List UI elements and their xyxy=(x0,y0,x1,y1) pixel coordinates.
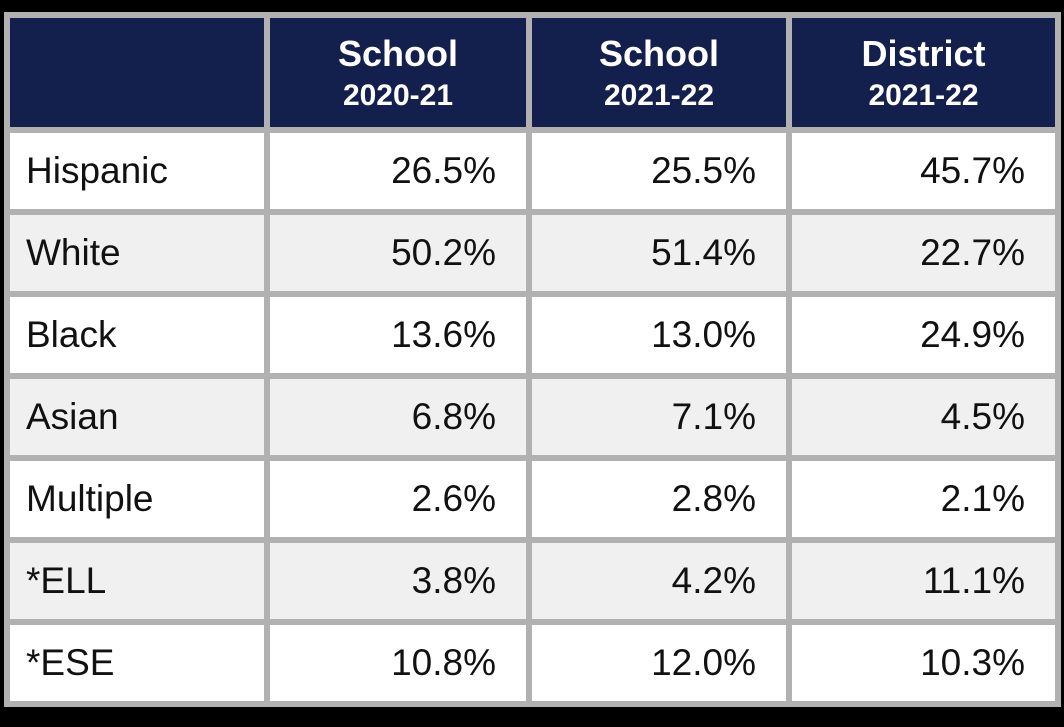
value-cell: 2.1% xyxy=(792,461,1055,537)
value-cell: 13.6% xyxy=(270,297,526,373)
row-label: Asian xyxy=(10,379,264,455)
value-cell: 10.3% xyxy=(792,625,1055,701)
table-row: Hispanic 26.5% 25.5% 45.7% xyxy=(10,133,1055,209)
table-row: Black 13.6% 13.0% 24.9% xyxy=(10,297,1055,373)
column-title: School xyxy=(337,32,458,74)
table-row: Asian 6.8% 7.1% 4.5% xyxy=(10,379,1055,455)
demographics-table: School 2020-21 School 2021-22 District 2… xyxy=(4,12,1061,707)
column-title: District xyxy=(861,32,986,74)
value-cell: 22.7% xyxy=(792,215,1055,291)
row-label: *ESE xyxy=(10,625,264,701)
value-cell: 11.1% xyxy=(792,543,1055,619)
column-header-district-2021-22: District 2021-22 xyxy=(792,18,1055,127)
value-cell: 26.5% xyxy=(270,133,526,209)
table-row: *ESE 10.8% 12.0% 10.3% xyxy=(10,625,1055,701)
column-subtitle: 2021-22 xyxy=(603,78,715,112)
column-title: School xyxy=(598,32,719,74)
table-row: Multiple 2.6% 2.8% 2.1% xyxy=(10,461,1055,537)
value-cell: 13.0% xyxy=(532,297,786,373)
value-cell: 10.8% xyxy=(270,625,526,701)
table-body: Hispanic 26.5% 25.5% 45.7% White 50.2% 51.4% 22… xyxy=(10,133,1055,701)
value-cell: 45.7% xyxy=(792,133,1055,209)
row-label: *ELL xyxy=(10,543,264,619)
row-label: White xyxy=(10,215,264,291)
value-cell: 6.8% xyxy=(270,379,526,455)
value-cell: 24.9% xyxy=(792,297,1055,373)
column-subtitle: 2021-22 xyxy=(868,78,979,112)
corner-cell xyxy=(10,18,264,127)
value-cell: 7.1% xyxy=(532,379,786,455)
value-cell: 4.2% xyxy=(532,543,786,619)
value-cell: 50.2% xyxy=(270,215,526,291)
row-label: Black xyxy=(10,297,264,373)
value-cell: 4.5% xyxy=(792,379,1055,455)
table-row: *ELL 3.8% 4.2% 11.1% xyxy=(10,543,1055,619)
column-subtitle: 2020-21 xyxy=(342,78,454,112)
column-header-school-2021-22: School 2021-22 xyxy=(532,18,786,127)
row-label: Multiple xyxy=(10,461,264,537)
row-label: Hispanic xyxy=(10,133,264,209)
value-cell: 2.6% xyxy=(270,461,526,537)
value-cell: 51.4% xyxy=(532,215,786,291)
table-row: White 50.2% 51.4% 22.7% xyxy=(10,215,1055,291)
value-cell: 2.8% xyxy=(532,461,786,537)
value-cell: 12.0% xyxy=(532,625,786,701)
value-cell: 3.8% xyxy=(270,543,526,619)
header-row: School 2020-21 School 2021-22 District 2… xyxy=(10,18,1055,127)
column-header-school-2020-21: School 2020-21 xyxy=(270,18,526,127)
value-cell: 25.5% xyxy=(532,133,786,209)
